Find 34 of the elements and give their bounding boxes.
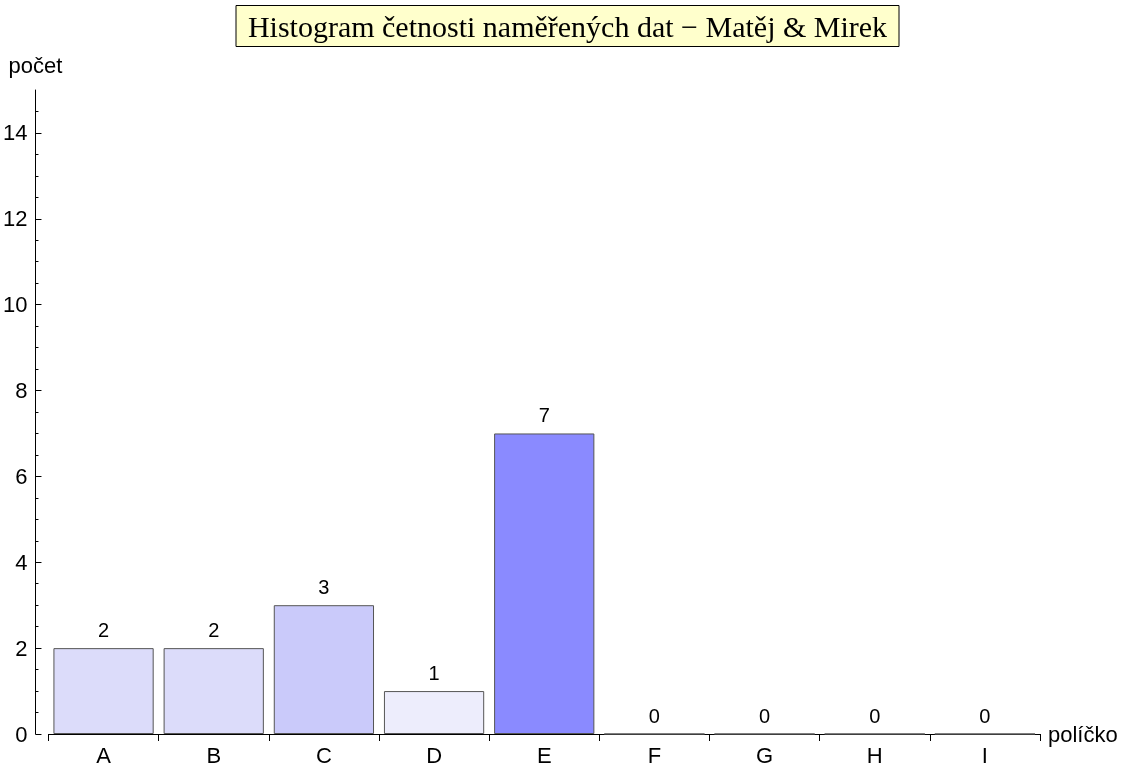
bar: [273, 605, 375, 734]
data-label: 0: [869, 704, 881, 727]
data-label: 1: [428, 662, 440, 685]
bar: [383, 691, 485, 734]
y-tick-label: 6: [15, 463, 28, 489]
data-label: 0: [648, 704, 660, 727]
data-label: 2: [208, 619, 220, 642]
y-axis-title: počet: [8, 52, 63, 78]
y-tick-label: 4: [15, 549, 28, 575]
data-label: 7: [538, 404, 550, 427]
x-tick-label: F: [647, 742, 662, 766]
data-label: 0: [759, 704, 771, 727]
x-tick-label: C: [315, 742, 332, 766]
x-tick-label: G: [756, 742, 774, 766]
bar: [163, 648, 264, 734]
x-tick-label: I: [981, 742, 988, 766]
data-label: 3: [318, 576, 330, 599]
x-tick-label: B: [206, 742, 222, 766]
bar: [53, 648, 154, 734]
y-tick-label: 14: [2, 120, 28, 146]
y-tick-label: 10: [2, 292, 28, 318]
y-tick-label: 12: [2, 206, 28, 232]
data-label: 0: [979, 704, 991, 727]
x-tick-label: A: [96, 742, 112, 766]
x-tick-label: E: [536, 742, 552, 766]
y-tick-label: 8: [15, 378, 28, 404]
y-tick-label: 0: [15, 721, 28, 747]
x-tick-label: D: [426, 742, 443, 766]
x-tick-label: H: [866, 742, 883, 766]
chart-title: Histogram četnosti naměřených dat − Matěj & Mirek: [247, 9, 888, 43]
y-tick-label: 2: [15, 635, 28, 661]
data-label: 2: [97, 619, 110, 642]
bar: [494, 433, 595, 734]
x-axis-title: políčko: [1048, 721, 1118, 747]
